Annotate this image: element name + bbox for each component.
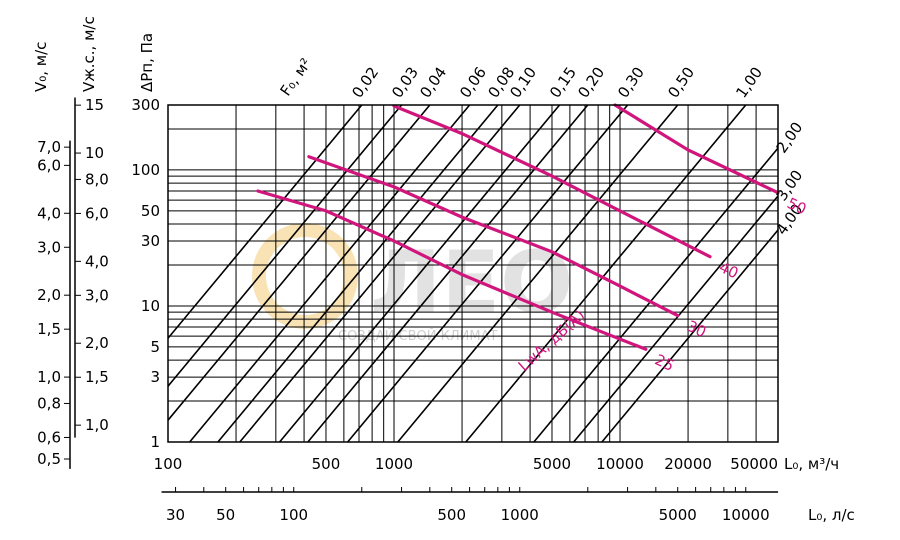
x2-tick-label: 1000 xyxy=(501,506,539,524)
vjs-tick-label: 1,0 xyxy=(85,416,109,434)
area-label: 0,50 xyxy=(664,64,698,102)
x-tick-label: 100 xyxy=(154,455,183,473)
noise-curve-label-25: 25 xyxy=(652,351,677,375)
area-line xyxy=(307,104,589,443)
watermark-logo-icon xyxy=(252,223,358,329)
y-axis: 1 3 5 10 30 50 100 300 xyxy=(131,96,160,451)
area-line xyxy=(533,147,779,443)
y-tick-label: 10 xyxy=(141,297,160,315)
area-label: 0,03 xyxy=(388,64,422,102)
x2-tick-label: 100 xyxy=(279,506,308,524)
v0-tick-label: 0,6 xyxy=(37,428,61,446)
x2-tick-label: 10000 xyxy=(722,506,770,524)
area-line xyxy=(465,104,747,443)
area-lines xyxy=(167,104,779,443)
area-line xyxy=(167,104,403,387)
vjs-tick-label: 2,0 xyxy=(85,334,109,352)
x2-axis: 30 50 100 500 1000 5000 10000 L₀, л/с xyxy=(161,487,855,524)
noise-curve-50 xyxy=(613,103,780,195)
vjs-tick-label: 6,0 xyxy=(85,204,109,222)
area-line xyxy=(397,104,679,443)
y-tick-label: 30 xyxy=(141,232,160,250)
x-axis-title: L₀, м³/ч xyxy=(784,455,839,473)
area-label: 0,30 xyxy=(614,64,648,102)
area-line xyxy=(347,104,629,443)
area-line xyxy=(239,104,521,443)
noise-curve-40 xyxy=(392,104,712,259)
noise-curve-25 xyxy=(256,189,648,351)
v0-tick-label: 0,8 xyxy=(37,394,61,412)
plot-frame xyxy=(167,104,779,443)
vjs-axis: 15 10 8,0 6,0 4,0 3,0 2,0 1,5 1,0 Vж.с., м/с xyxy=(74,16,109,438)
area-label: 0,02 xyxy=(348,64,382,102)
x-tick-label: 10000 xyxy=(596,455,644,473)
noise-curve-30 xyxy=(307,155,680,318)
vjs-axis-title: Vж.с., м/с xyxy=(80,16,98,92)
y-tick-label: 3 xyxy=(150,368,160,386)
x2-tick-label: 500 xyxy=(437,506,466,524)
area-label: 0,20 xyxy=(574,64,608,102)
x2-tick-label: 5000 xyxy=(659,506,697,524)
v0-axis-title: V₀, м/с xyxy=(32,42,50,92)
area-line xyxy=(167,104,431,421)
area-line xyxy=(189,104,471,443)
x-tick-label: 500 xyxy=(312,455,341,473)
area-line xyxy=(601,229,779,443)
x2-tick-label: 30 xyxy=(166,506,185,524)
x-tick-label: 1000 xyxy=(375,455,413,473)
v0-tick-label: 1,0 xyxy=(37,368,61,386)
v0-axis: 7,06,0 4,0 3,0 2,0 1,5 1,0 0,8 0,6 0,5 V₀, м/с xyxy=(32,42,71,469)
vjs-tick-label: 1,5 xyxy=(85,368,109,386)
v0-tick-label: 1,5 xyxy=(37,320,61,338)
grid xyxy=(167,104,779,443)
x2-axis-title: L₀, л/с xyxy=(808,506,855,524)
area-line xyxy=(573,195,779,443)
area-line xyxy=(167,104,363,339)
area-label: 0,04 xyxy=(416,64,450,102)
x-tick-label: 50000 xyxy=(730,455,778,473)
area-label: 0,06 xyxy=(456,64,490,102)
area-line xyxy=(278,104,561,443)
y-tick-label: 1 xyxy=(150,433,160,451)
y-axis-title: ΔPп, Па xyxy=(138,33,156,92)
y-tick-label: 100 xyxy=(131,161,160,179)
v0-tick-label: 3,0 xyxy=(37,238,61,256)
plot-border xyxy=(167,104,779,443)
y-tick-label: 300 xyxy=(131,96,160,114)
area-label: 1,00 xyxy=(732,64,766,102)
v0-tick-label: 7,0 xyxy=(37,138,61,156)
v0-tick-label: 0,5 xyxy=(37,450,61,468)
vjs-tick-label: 8,0 xyxy=(85,170,109,188)
v0-tick-label: 6,0 xyxy=(37,156,61,174)
x-axis: 100 500 1000 5000 10000 20000 50000 L₀, м³/ч xyxy=(154,455,839,473)
x-tick-label: 5000 xyxy=(533,455,571,473)
area-label: 0,15 xyxy=(546,64,580,102)
vjs-tick-label: 15 xyxy=(85,96,104,114)
vjs-tick-label: 10 xyxy=(85,144,104,162)
area-line xyxy=(217,104,499,443)
watermark-text: ЛЕО xyxy=(370,233,573,333)
y-tick-label: 5 xyxy=(150,338,160,356)
x-tick-label: 20000 xyxy=(664,455,712,473)
vjs-tick-label: 4,0 xyxy=(85,252,109,270)
y-tick-label: 50 xyxy=(141,202,160,220)
area-lines-title: F₀, м² xyxy=(277,55,316,99)
x2-tick-label: 50 xyxy=(216,506,235,524)
v0-tick-label: 4,0 xyxy=(37,204,61,222)
noise-curves xyxy=(256,103,780,351)
axis-titles: ΔPп, Па xyxy=(138,33,156,92)
v0-tick-label: 2,0 xyxy=(37,286,61,304)
vjs-tick-label: 3,0 xyxy=(85,286,109,304)
